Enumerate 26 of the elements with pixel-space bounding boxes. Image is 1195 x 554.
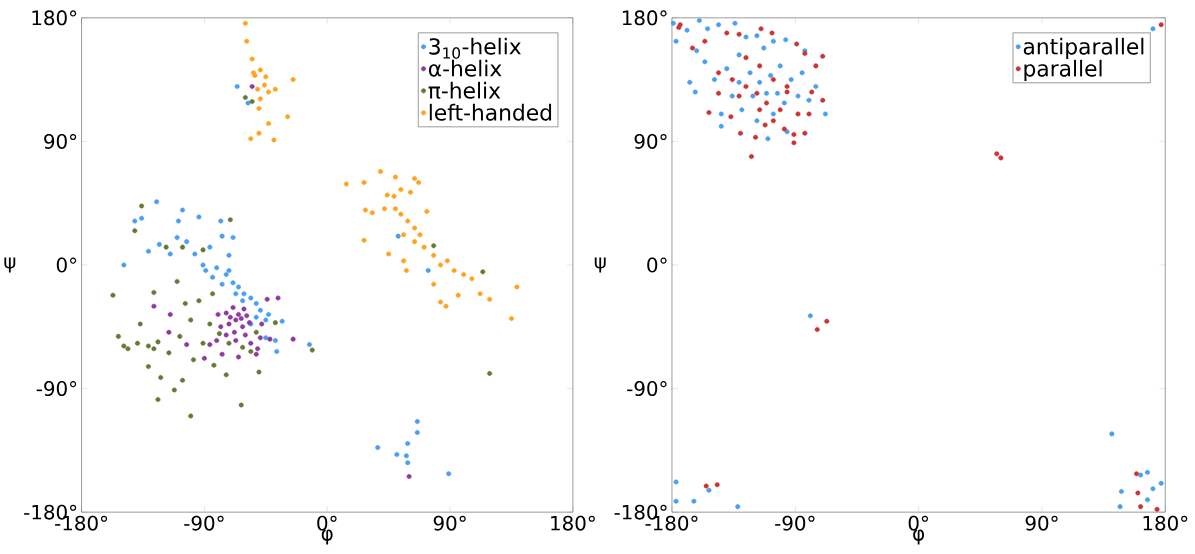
x-tick-label: 0° — [908, 515, 928, 531]
y-tick-label: 0° — [56, 257, 77, 273]
x-tick-label: -90° — [775, 515, 815, 531]
x-axis-title: φ — [913, 529, 925, 545]
x-tick-label: 0° — [317, 515, 337, 531]
legend-label: π-helix — [428, 81, 501, 99]
x-tick-label: 90° — [433, 515, 466, 531]
y-tick-label: 180° — [32, 10, 77, 26]
y-tick-label: 90° — [634, 134, 667, 150]
legend-label: antiparallel — [1023, 37, 1144, 60]
y-tick-label: 0° — [647, 257, 667, 273]
y-axis-title: ψ — [4, 257, 16, 273]
x-axis-title: φ — [321, 529, 333, 545]
x-tick-label: -90° — [184, 515, 224, 531]
legend-label: α-helix — [428, 59, 502, 77]
x-tick-label: 90° — [1025, 515, 1058, 531]
x-tick-label: 180° — [1143, 515, 1188, 531]
y-tick-label: 90° — [44, 134, 77, 150]
y-tick-label: 180° — [622, 10, 667, 26]
legend-label: 3$_{10}$-helix — [429, 37, 521, 59]
x-tick-label: 180° — [551, 515, 595, 531]
y-tick-label: -90° — [627, 381, 667, 397]
y-tick-label: -90° — [36, 381, 77, 397]
y-axis-title: ψ — [594, 257, 606, 273]
legend-label: parallel — [1024, 59, 1102, 82]
legend-label: left-handed — [429, 103, 552, 121]
